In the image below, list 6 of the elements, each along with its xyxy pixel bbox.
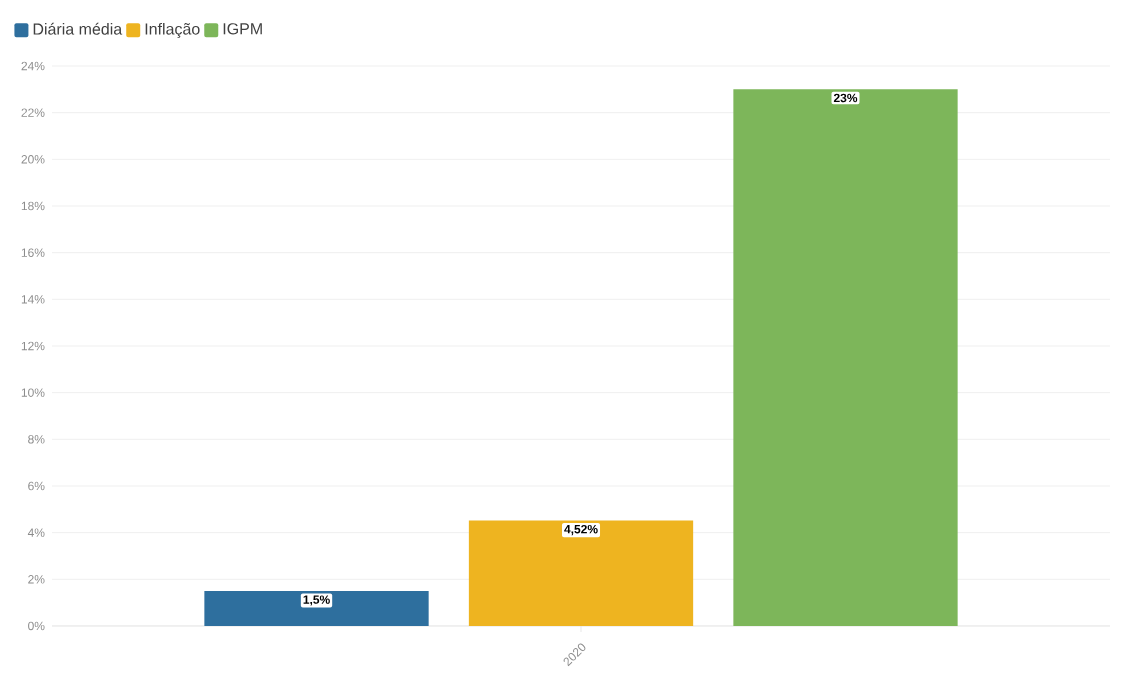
legend-label: Inflação	[145, 22, 200, 38]
legend-label: Diária média	[33, 22, 123, 35]
bar	[733, 89, 958, 626]
legend-label: IGPM	[223, 23, 262, 35]
bar	[468, 520, 694, 626]
bar	[204, 590, 429, 626]
